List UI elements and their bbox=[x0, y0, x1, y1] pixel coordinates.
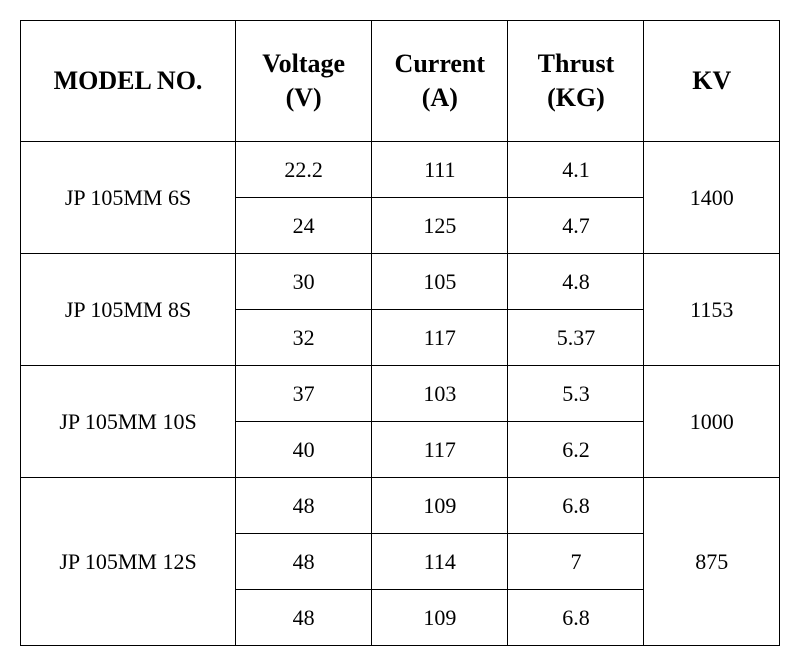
cell-thrust: 6.8 bbox=[508, 590, 644, 646]
header-voltage-l2: (V) bbox=[236, 81, 371, 115]
cell-model: JP 105MM 8S bbox=[21, 254, 236, 366]
cell-voltage: 48 bbox=[236, 534, 372, 590]
cell-thrust: 4.1 bbox=[508, 142, 644, 198]
cell-voltage: 32 bbox=[236, 310, 372, 366]
header-model: MODEL NO. bbox=[21, 21, 236, 142]
cell-voltage: 48 bbox=[236, 590, 372, 646]
cell-model: JP 105MM 10S bbox=[21, 366, 236, 478]
cell-current: 114 bbox=[372, 534, 508, 590]
header-row: MODEL NO. Voltage (V) Current (A) Thrust… bbox=[21, 21, 780, 142]
cell-kv: 1153 bbox=[644, 254, 780, 366]
cell-model: JP 105MM 6S bbox=[21, 142, 236, 254]
cell-thrust: 6.2 bbox=[508, 422, 644, 478]
cell-voltage: 30 bbox=[236, 254, 372, 310]
cell-thrust: 4.8 bbox=[508, 254, 644, 310]
header-voltage-l1: Voltage bbox=[236, 47, 371, 81]
cell-current: 109 bbox=[372, 478, 508, 534]
spec-table: MODEL NO. Voltage (V) Current (A) Thrust… bbox=[20, 20, 780, 646]
cell-kv: 1000 bbox=[644, 366, 780, 478]
header-voltage: Voltage (V) bbox=[236, 21, 372, 142]
cell-voltage: 48 bbox=[236, 478, 372, 534]
cell-model: JP 105MM 12S bbox=[21, 478, 236, 646]
header-current-l2: (A) bbox=[372, 81, 507, 115]
header-thrust-l1: Thrust bbox=[508, 47, 643, 81]
cell-current: 111 bbox=[372, 142, 508, 198]
header-thrust-l2: (KG) bbox=[508, 81, 643, 115]
cell-current: 125 bbox=[372, 198, 508, 254]
cell-voltage: 22.2 bbox=[236, 142, 372, 198]
cell-voltage: 40 bbox=[236, 422, 372, 478]
table-row: JP 105MM 8S 30 105 4.8 1153 bbox=[21, 254, 780, 310]
header-current: Current (A) bbox=[372, 21, 508, 142]
cell-current: 117 bbox=[372, 422, 508, 478]
table-row: JP 105MM 12S 48 109 6.8 875 bbox=[21, 478, 780, 534]
header-kv: KV bbox=[644, 21, 780, 142]
cell-kv: 875 bbox=[644, 478, 780, 646]
cell-current: 117 bbox=[372, 310, 508, 366]
table-row: JP 105MM 6S 22.2 111 4.1 1400 bbox=[21, 142, 780, 198]
cell-current: 105 bbox=[372, 254, 508, 310]
cell-voltage: 24 bbox=[236, 198, 372, 254]
table-row: JP 105MM 10S 37 103 5.3 1000 bbox=[21, 366, 780, 422]
cell-thrust: 6.8 bbox=[508, 478, 644, 534]
cell-kv: 1400 bbox=[644, 142, 780, 254]
cell-current: 103 bbox=[372, 366, 508, 422]
cell-thrust: 5.3 bbox=[508, 366, 644, 422]
header-current-l1: Current bbox=[372, 47, 507, 81]
cell-voltage: 37 bbox=[236, 366, 372, 422]
header-thrust: Thrust (KG) bbox=[508, 21, 644, 142]
cell-thrust: 7 bbox=[508, 534, 644, 590]
cell-thrust: 4.7 bbox=[508, 198, 644, 254]
cell-thrust: 5.37 bbox=[508, 310, 644, 366]
cell-current: 109 bbox=[372, 590, 508, 646]
table-body: JP 105MM 6S 22.2 111 4.1 1400 24 125 4.7… bbox=[21, 142, 780, 646]
